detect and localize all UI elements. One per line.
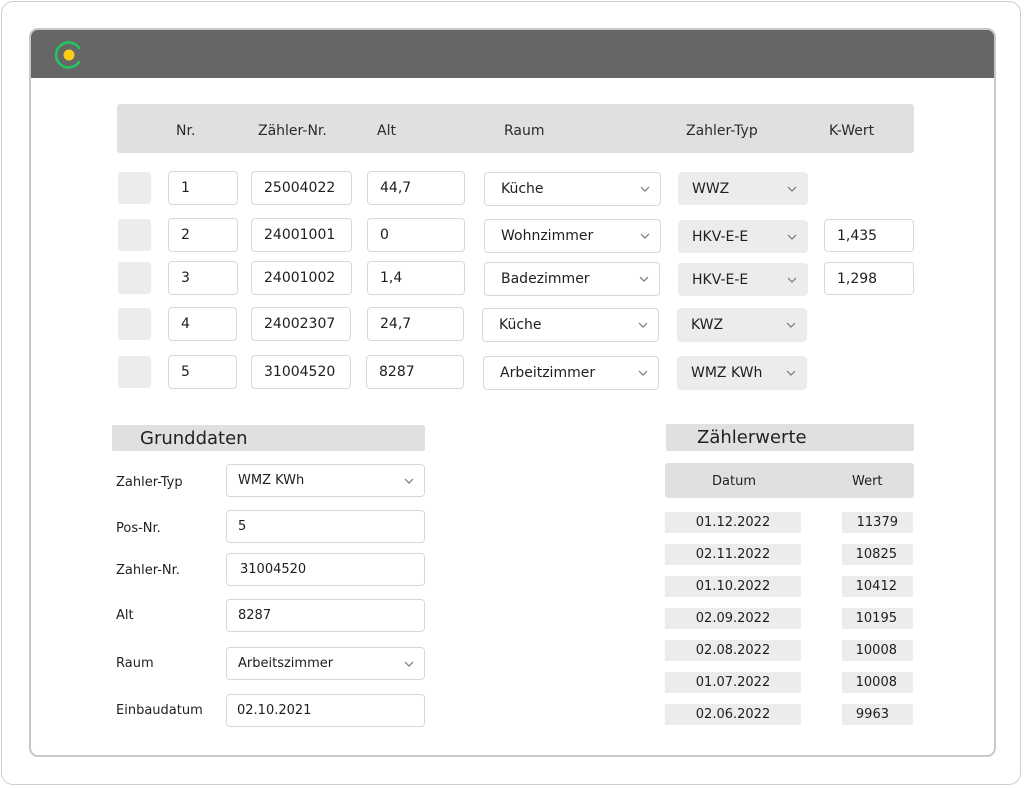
chevron-down-icon (404, 661, 414, 667)
chevron-down-icon (638, 322, 648, 328)
nr-field[interactable]: 3 (168, 261, 238, 295)
zaehler-nr-field[interactable]: 24002307 (251, 307, 351, 341)
alt-label: Alt (116, 608, 134, 623)
row-select-checkbox[interactable] (118, 219, 151, 251)
chevron-down-icon (787, 186, 797, 192)
zaehlerwerte-header (665, 463, 914, 498)
zahler-typ-select[interactable]: WMZ KWh (677, 356, 807, 390)
zaehler-nr-field[interactable]: 31004520 (251, 355, 351, 389)
raum-select-value: Küche (501, 181, 544, 197)
wert-value: 10008 (842, 672, 913, 693)
nr-field[interactable]: 2 (168, 218, 238, 252)
wert-value: 10008 (842, 640, 913, 661)
zahler-typ-select[interactable]: HKV-E-E (678, 220, 808, 253)
datum-value: 02.08.2022 (665, 640, 801, 661)
pos-nr-label: Pos-Nr. (116, 521, 161, 536)
zahler-typ-select-value: WWZ (692, 180, 730, 197)
raum-select[interactable]: Küche (482, 308, 659, 342)
zahler-typ-select-value: WMZ KWh (238, 473, 305, 488)
column-header-nr: Nr. (176, 123, 196, 139)
alt-field[interactable]: 1,4 (367, 261, 465, 295)
zahler-typ-select[interactable]: HKV-E-E (678, 263, 808, 296)
column-header-k-wert: K-Wert (829, 123, 875, 139)
datum-column-header: Datum (712, 474, 756, 489)
chevron-down-icon (787, 277, 797, 283)
einbaudatum-field[interactable]: 02.10.2021 (226, 694, 425, 727)
chevron-down-icon (786, 370, 796, 376)
datum-value: 01.12.2022 (665, 512, 801, 533)
pos-nr-field[interactable]: 5 (226, 510, 425, 543)
wert-column-header: Wert (852, 474, 883, 489)
zaehlerwerte-title: Zählerwerte (697, 427, 807, 448)
zahler-typ-select-value: WMZ KWh (691, 365, 763, 381)
column-header-alt: Alt (377, 123, 396, 139)
raum-label: Raum (116, 656, 154, 671)
raum-select[interactable]: Arbeitzimmer (483, 356, 659, 390)
wert-value: 10412 (842, 576, 913, 597)
zahler-typ-select[interactable]: WWZ (678, 172, 808, 205)
nr-field[interactable]: 1 (168, 171, 238, 205)
zaehlerwerte-section-title: Zählerwerte (666, 424, 914, 451)
alt-field[interactable]: 8287 (226, 599, 425, 632)
zaehler-nr-field[interactable]: 25004022 (251, 171, 352, 205)
column-header-raum: Raum (504, 123, 545, 139)
zahler-typ-select-value: HKV-E-E (692, 271, 749, 288)
chevron-down-icon (787, 234, 797, 240)
wert-value: 11379 (842, 512, 913, 533)
alt-field[interactable]: 8287 (366, 355, 464, 389)
alt-field[interactable]: 44,7 (367, 171, 465, 205)
raum-select-value: Arbeitzimmer (500, 365, 596, 381)
column-header-zahler-typ: Zahler-Typ (686, 123, 758, 139)
chevron-down-icon (639, 276, 649, 282)
zahler-typ-select[interactable]: KWZ (677, 308, 807, 342)
row-select-checkbox[interactable] (118, 308, 151, 340)
wert-value: 10195 (842, 608, 913, 629)
row-select-checkbox[interactable] (118, 262, 151, 294)
k-wert-field[interactable]: 1,435 (824, 219, 914, 252)
chevron-down-icon (638, 370, 648, 376)
zahler-typ-select-value: KWZ (691, 317, 724, 333)
einbaudatum-label: Einbaudatum (116, 703, 203, 718)
zahler-typ-select[interactable]: WMZ KWh (226, 464, 425, 497)
chevron-down-icon (640, 233, 650, 239)
alt-field[interactable]: 24,7 (367, 307, 464, 341)
grunddaten-title: Grunddaten (140, 427, 248, 449)
raum-select[interactable]: Badezimmer (484, 262, 660, 296)
row-select-checkbox[interactable] (118, 356, 151, 388)
raum-select[interactable]: Arbeitszimmer (226, 647, 425, 680)
raum-select[interactable]: Wohnzimmer (484, 219, 661, 253)
column-header-zaehler-nr: Zähler-Nr. (258, 123, 327, 139)
datum-value: 02.06.2022 (665, 704, 801, 725)
datum-value: 02.09.2022 (665, 608, 801, 629)
table-header (117, 104, 914, 153)
zahler-nr-label: Zahler-Nr. (116, 563, 180, 578)
chevron-down-icon (404, 478, 414, 484)
raum-select-value: Arbeitszimmer (238, 656, 334, 671)
raum-select-value: Wohnzimmer (501, 228, 594, 244)
nr-field[interactable]: 5 (168, 355, 237, 389)
datum-value: 01.10.2022 (665, 576, 801, 597)
title-bar (31, 30, 994, 78)
datum-value: 02.11.2022 (665, 544, 801, 565)
raum-select-value: Küche (499, 317, 542, 333)
zaehler-nr-field[interactable]: 24001002 (251, 261, 352, 295)
chevron-down-icon (786, 322, 796, 328)
zahler-typ-label: Zahler-Typ (116, 475, 183, 490)
grunddaten-section-title: Grunddaten (112, 425, 425, 451)
datum-value: 01.07.2022 (665, 672, 801, 693)
wert-value: 9963 (842, 704, 913, 725)
raum-select[interactable]: Küche (484, 172, 661, 206)
zahler-nr-field[interactable]: 31004520 (226, 553, 425, 586)
row-select-checkbox[interactable] (118, 172, 151, 204)
raum-select-value: Badezimmer (501, 271, 590, 287)
k-wert-field[interactable]: 1,298 (824, 262, 914, 295)
app-logo-icon[interactable] (54, 40, 84, 70)
wert-value: 10825 (842, 544, 913, 565)
zaehler-nr-field[interactable]: 24001001 (251, 218, 352, 252)
chevron-down-icon (640, 186, 650, 192)
nr-field[interactable]: 4 (168, 307, 237, 341)
alt-field[interactable]: 0 (367, 218, 465, 252)
zahler-typ-select-value: HKV-E-E (692, 228, 749, 245)
